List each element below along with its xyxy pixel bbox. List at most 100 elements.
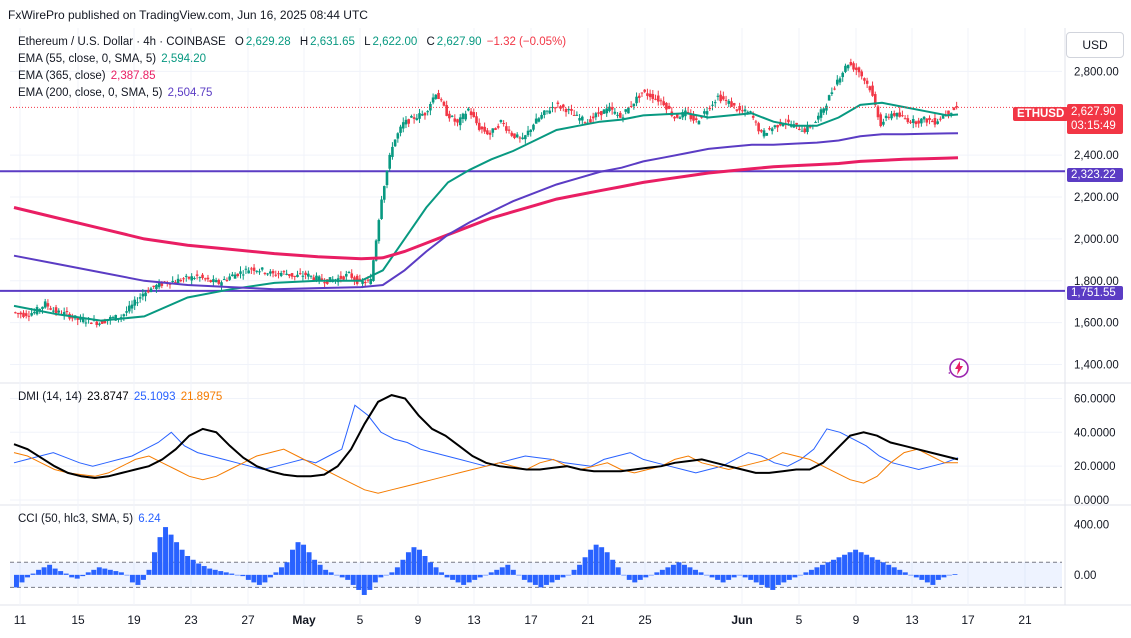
candle-body [524, 135, 527, 140]
candle-body [502, 122, 505, 125]
candle-body [52, 310, 55, 312]
candle-body [62, 312, 66, 315]
candle-body [543, 110, 546, 115]
candle-body [396, 133, 400, 139]
candle-body [271, 270, 275, 274]
candle-body [388, 154, 392, 169]
currency-button[interactable]: USD [1066, 32, 1124, 58]
candle-body [494, 128, 497, 130]
ema55-line [13, 101, 959, 322]
candle-body [743, 109, 747, 112]
candle-body [540, 114, 543, 119]
candle-body [863, 78, 866, 81]
candle-body [222, 279, 226, 281]
candle-body [952, 107, 956, 110]
cci-bar [935, 574, 941, 580]
candle-body [220, 282, 223, 286]
cci-bar [129, 574, 135, 583]
candle-body [342, 276, 345, 280]
candle-body [30, 313, 33, 316]
candle-body [263, 272, 267, 274]
adx-line [13, 394, 959, 480]
cci-bar [312, 559, 318, 575]
cci-bar [85, 572, 91, 575]
candle-body [627, 107, 630, 114]
candle-body [656, 95, 660, 102]
candle-body [909, 121, 912, 123]
cci-bar [439, 572, 445, 575]
bolt-icon[interactable] [947, 356, 971, 380]
candle-body [822, 108, 826, 113]
candle-body [209, 280, 212, 283]
candle-body [149, 288, 153, 293]
cci-bar [720, 574, 726, 583]
cci-bar [494, 569, 500, 575]
cci-bar [245, 574, 251, 580]
x-tick-label: Jun [731, 613, 752, 627]
cci-bar [301, 544, 307, 575]
ema200-legend[interactable]: EMA (200, close, 0, SMA, 5) 2,504.75 [18, 87, 214, 99]
price-tick-label: 1,400.00 [1074, 360, 1119, 372]
cci-bar [328, 572, 334, 575]
candle-body [635, 96, 638, 104]
candle-body [722, 96, 725, 100]
cci-bar [273, 572, 279, 575]
candle-body [814, 122, 817, 124]
cci-bar [698, 572, 704, 575]
cci-bar [941, 574, 947, 578]
candle-body [884, 115, 888, 119]
candle-body [431, 97, 435, 103]
cci-bar [124, 574, 130, 576]
ema55-legend[interactable]: EMA (55, close, 0, SMA, 5) 2,594.20 [18, 53, 208, 65]
candle-body [892, 113, 896, 116]
cci-bar [63, 573, 69, 575]
cci-bar [113, 571, 119, 575]
candle-body [138, 297, 142, 299]
cci-value: 6.24 [138, 513, 161, 525]
cci-bar [924, 574, 930, 583]
cci-bar [577, 564, 583, 575]
cci-bar [819, 564, 825, 575]
cci-bar [334, 574, 340, 576]
candle-body [637, 95, 641, 98]
candle-body [415, 118, 419, 121]
candle-body [391, 146, 394, 157]
price-tick-label: 2,000.00 [1074, 234, 1119, 246]
cci-bar [775, 574, 781, 585]
cci-bar [825, 562, 831, 575]
candle-body [507, 129, 511, 131]
x-tick-label: 5 [796, 613, 803, 627]
cci-legend[interactable]: CCI (50, hlc3, SMA, 5) 6.24 [18, 513, 163, 525]
cci-bar [179, 549, 185, 575]
dmi-label: DMI (14, 14) [18, 391, 82, 403]
candle-body [448, 113, 451, 119]
candle-body [819, 109, 823, 118]
ema365-legend[interactable]: EMA (365, close) 2,387.85 [18, 70, 158, 82]
dmi-legend[interactable]: DMI (14, 14) 23.8747 25.1093 21.8975 [18, 391, 224, 403]
candle-body [903, 118, 907, 120]
cci-bar [58, 571, 64, 575]
cci-bar [466, 574, 472, 583]
candle-body [594, 113, 598, 118]
candle-body [182, 278, 185, 280]
candle-body [16, 313, 20, 315]
candle-body [890, 113, 893, 119]
publisher-header: FxWirePro published on TradingView.com, … [8, 8, 368, 22]
dmi-tick-label: 20.0000 [1074, 461, 1116, 473]
cci-bar [681, 564, 687, 575]
cci-bar [803, 572, 809, 575]
candle-body [385, 170, 389, 186]
candle-body [922, 116, 926, 120]
cci-bar [140, 574, 146, 580]
cci-bar [339, 574, 345, 578]
cci-bar [742, 574, 748, 578]
candle-body [456, 119, 459, 123]
low-label: L [364, 36, 371, 48]
cci-bar [163, 527, 169, 575]
candle-body [865, 80, 869, 84]
candle-body [312, 277, 316, 281]
candle-body [716, 95, 720, 97]
candle-body [760, 130, 763, 132]
candle-body [643, 89, 646, 92]
